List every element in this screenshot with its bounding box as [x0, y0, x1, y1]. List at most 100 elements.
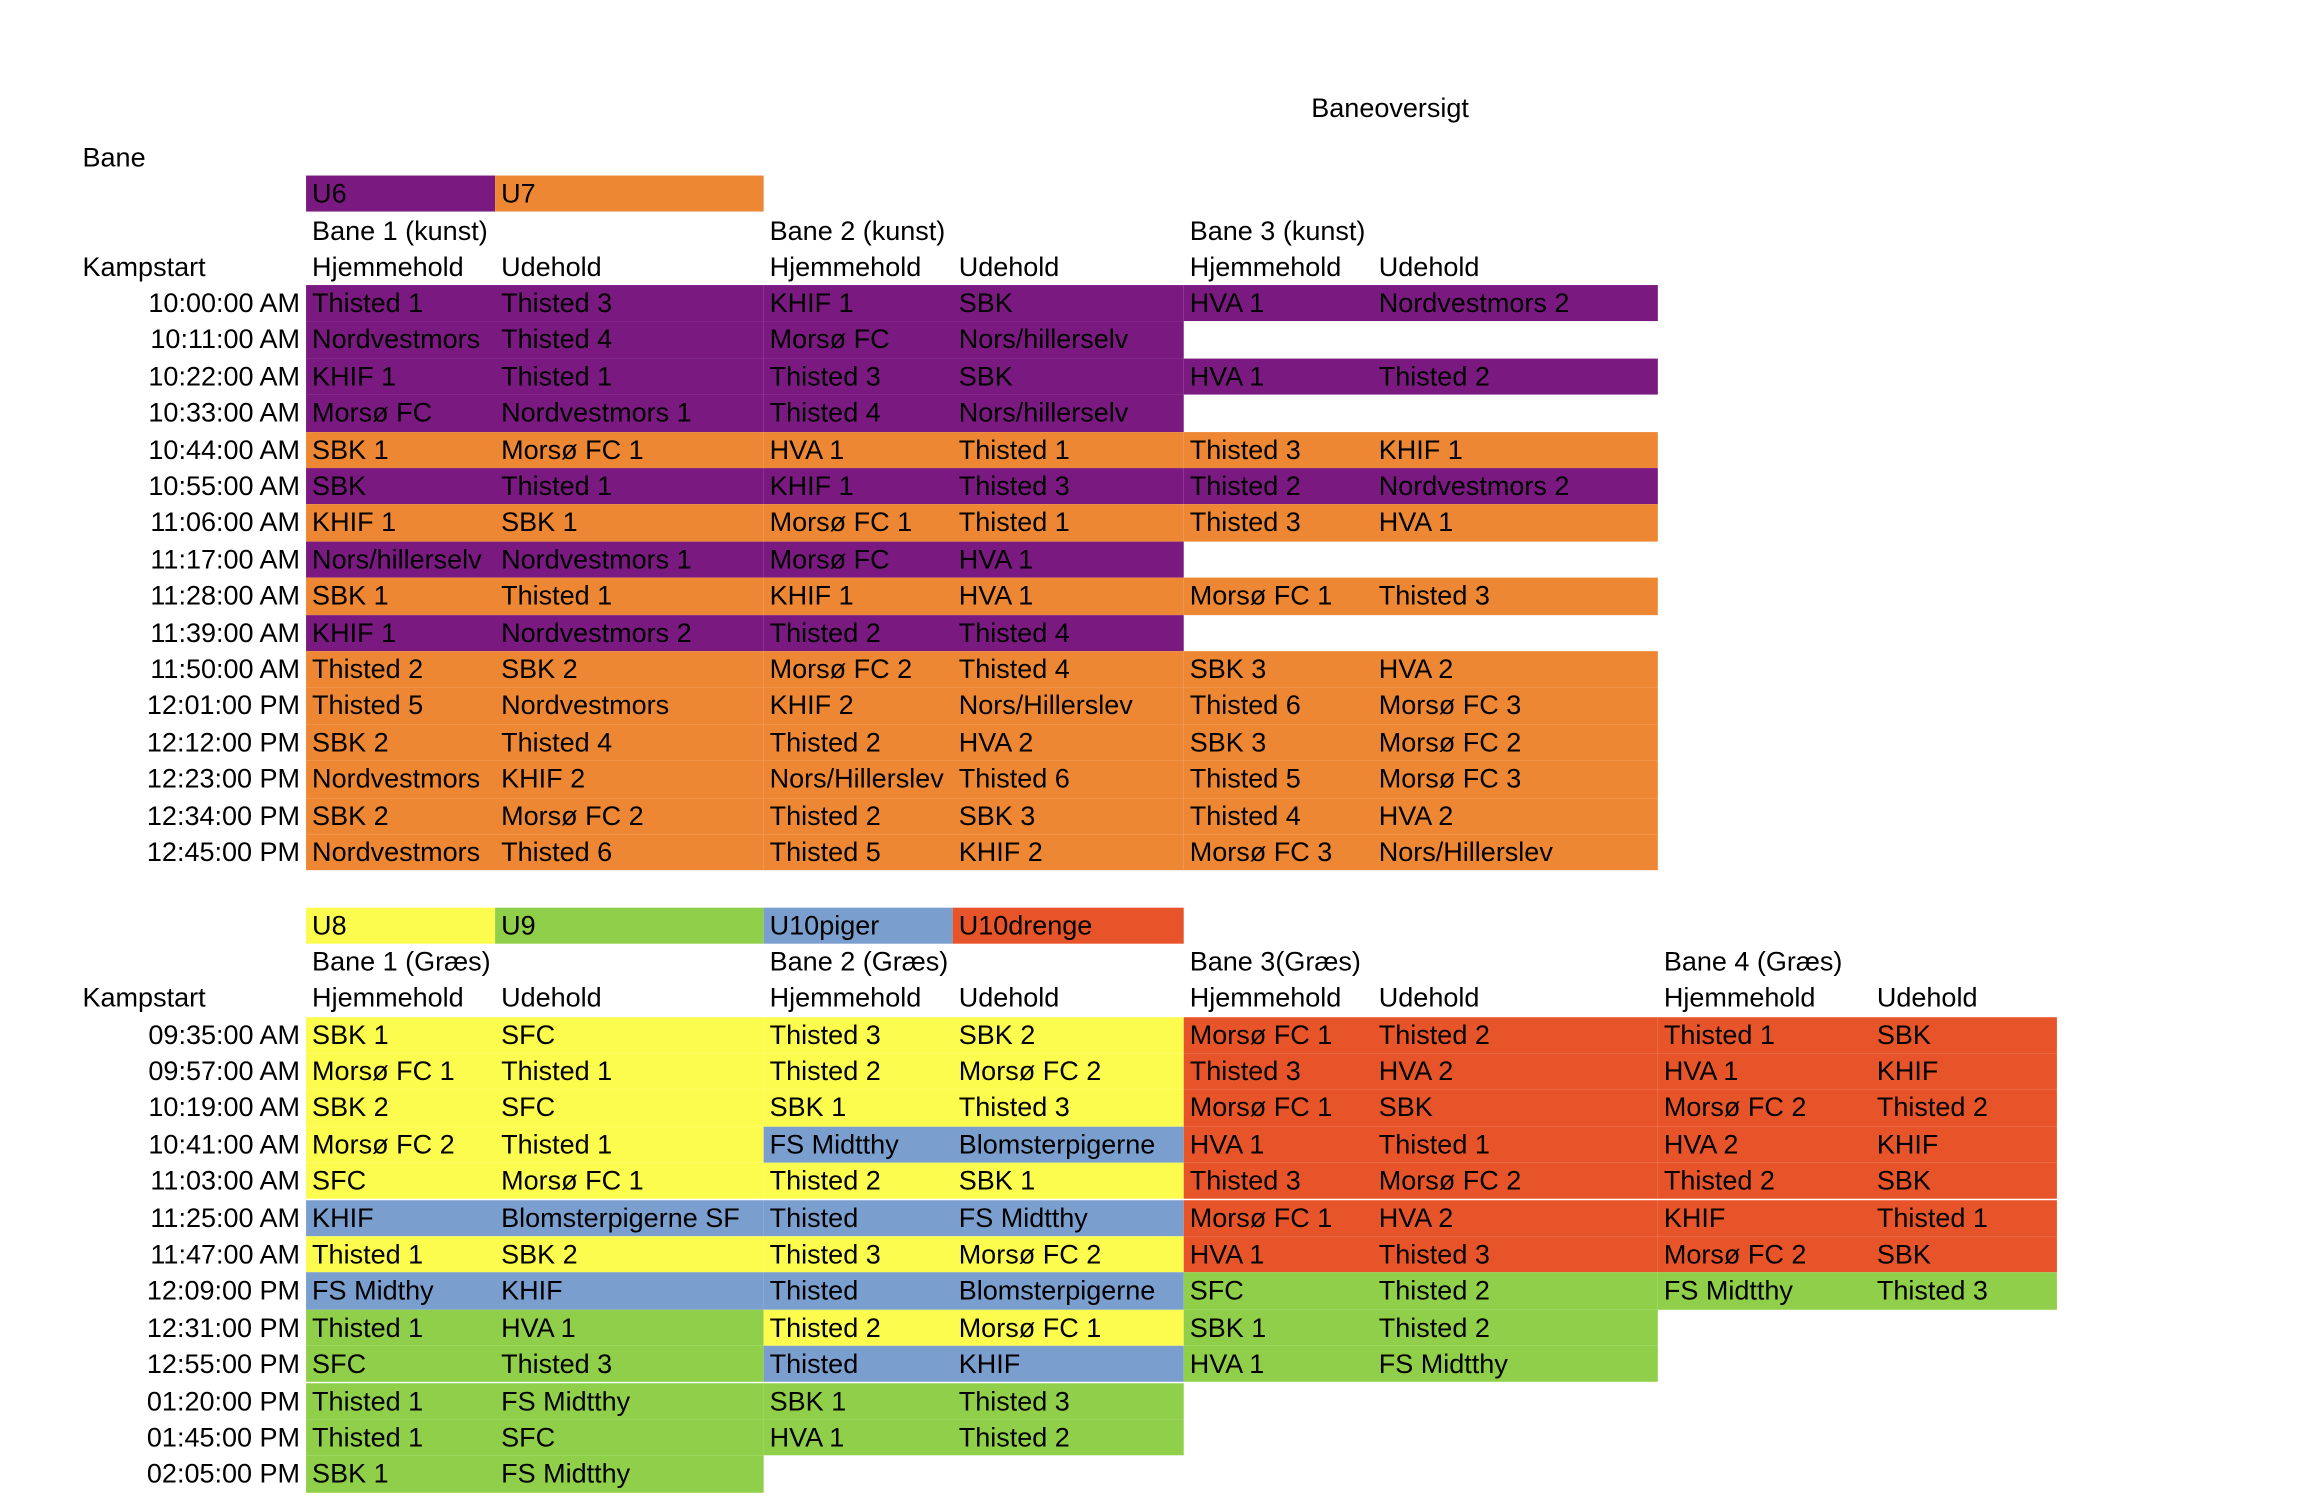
match[interactable]: FS Midthy KHIF — [306, 1272, 764, 1310]
match[interactable]: Thisted 3 HVA 1 — [1183, 504, 1658, 542]
match[interactable]: Nordvestmors KHIF 2 — [306, 760, 764, 798]
match[interactable]: KHIF Blomsterpigerne SF — [306, 1199, 764, 1237]
match[interactable]: HVA 1 Thisted 2 — [1183, 358, 1658, 395]
home-team: Thisted 3 — [1189, 434, 1301, 465]
match[interactable]: Thisted Blomsterpigerne — [763, 1272, 1184, 1310]
match[interactable]: Morsø FC 2 Thisted 4 — [763, 651, 1184, 688]
match[interactable]: Morsø FC Nors/hillerselv — [763, 321, 1184, 359]
match[interactable]: FS Midtthy Thisted 3 — [1657, 1272, 2057, 1310]
match[interactable]: Thisted 3 SBK — [763, 358, 1184, 395]
match[interactable]: SFC Thisted 2 — [1183, 1272, 1658, 1310]
match[interactable]: HVA 1 KHIF — [1657, 1053, 2057, 1090]
match[interactable]: SBK 1 Thisted 1 — [306, 577, 764, 615]
match[interactable]: Thisted 3 HVA 2 — [1183, 1053, 1658, 1090]
match[interactable]: KHIF Thisted 1 — [1657, 1199, 2057, 1237]
match[interactable]: Morsø FC 1 Thisted 3 — [1183, 577, 1658, 615]
match[interactable]: HVA 1 Nordvestmors 2 — [1183, 285, 1658, 322]
match[interactable]: Thisted 5 Nordvestmors — [306, 687, 764, 725]
home-team: Thisted 2 — [769, 1056, 881, 1087]
match[interactable]: KHIF 1 Nordvestmors 2 — [306, 614, 764, 652]
match[interactable]: SBK Thisted 1 — [306, 468, 764, 505]
match[interactable]: Thisted KHIF — [763, 1345, 1184, 1383]
match[interactable]: Thisted 2 SBK 1 — [763, 1162, 1184, 1200]
match[interactable]: SFC Morsø FC 1 — [306, 1162, 764, 1200]
match[interactable]: KHIF 1 Thisted 1 — [306, 358, 764, 395]
match[interactable]: Morsø FC HVA 1 — [763, 541, 1184, 578]
match[interactable]: Thisted 2 Nordvestmors 2 — [1183, 468, 1658, 505]
match[interactable]: Thisted 2 Morsø FC 2 — [763, 1053, 1184, 1090]
match[interactable]: Thisted 2 HVA 2 — [763, 724, 1184, 761]
away-team: KHIF 2 — [958, 837, 1043, 868]
match[interactable]: Thisted 1 SBK — [1657, 1016, 2057, 1054]
kickoff-time: 12:23:00 PM — [146, 763, 301, 794]
match[interactable]: Morsø FC 2 Thisted 1 — [306, 1126, 764, 1163]
match[interactable]: Nors/Hillerslev Thisted 6 — [763, 760, 1184, 798]
match[interactable]: SBK 1 Morsø FC 1 — [306, 431, 764, 469]
match[interactable]: KHIF 1 SBK 1 — [306, 504, 764, 542]
match[interactable]: SBK 3 HVA 2 — [1183, 651, 1658, 688]
match[interactable]: Morsø FC 1 SBK — [1183, 1089, 1658, 1127]
match[interactable]: HVA 1 Thisted 3 — [1183, 1236, 1658, 1273]
match[interactable]: FS Midtthy Blomsterpigerne — [763, 1126, 1184, 1163]
match[interactable]: Morsø FC 1 HVA 2 — [1183, 1199, 1658, 1237]
home-team: Morsø FC 1 — [1189, 1202, 1333, 1233]
match[interactable]: SBK 3 Morsø FC 2 — [1183, 724, 1658, 761]
match[interactable]: HVA 1 Thisted 1 — [1183, 1126, 1658, 1163]
match[interactable]: Thisted 6 Morsø FC 3 — [1183, 687, 1658, 725]
match[interactable]: KHIF 1 HVA 1 — [763, 577, 1184, 615]
match[interactable]: Thisted 1 FS Midtthy — [306, 1382, 764, 1420]
match[interactable]: Nordvestmors Thisted 6 — [306, 834, 764, 871]
match[interactable]: Nordvestmors Thisted 4 — [306, 321, 764, 359]
match[interactable]: HVA 1 FS Midtthy — [1183, 1345, 1658, 1383]
match[interactable]: Morsø FC 1 Thisted 1 — [306, 1053, 764, 1090]
away-team: Blomsterpigerne — [958, 1275, 1156, 1306]
match[interactable]: Thisted 1 HVA 1 — [306, 1309, 764, 1346]
home-team: Thisted 3 — [1189, 1165, 1301, 1196]
match[interactable]: Thisted 3 KHIF 1 — [1183, 431, 1658, 469]
match[interactable]: Morsø FC 2 Thisted 2 — [1657, 1089, 2057, 1127]
match[interactable]: Thisted 1 SFC — [306, 1419, 764, 1456]
match[interactable]: Nors/hillerselv Nordvestmors 1 — [306, 541, 764, 578]
match[interactable]: SBK 1 FS Midtthy — [306, 1455, 764, 1493]
match[interactable]: Morsø FC 3 Nors/Hillerslev — [1183, 834, 1658, 871]
match[interactable]: Thisted 4 HVA 2 — [1183, 797, 1658, 835]
home-team: Thisted 2 — [769, 617, 881, 648]
match[interactable]: Thisted 3 SBK 2 — [763, 1016, 1184, 1054]
match[interactable]: Thisted 2 SBK — [1657, 1162, 2057, 1200]
match[interactable]: SBK 1 Thisted 2 — [1183, 1309, 1658, 1346]
match[interactable]: Thisted 2 SBK 3 — [763, 797, 1184, 835]
home-team: Thisted 6 — [1189, 690, 1301, 721]
match[interactable]: KHIF 1 Thisted 3 — [763, 468, 1184, 505]
match[interactable]: Thisted FS Midtthy — [763, 1199, 1184, 1237]
match[interactable]: SFC Thisted 3 — [306, 1345, 764, 1383]
match[interactable]: Thisted 3 Morsø FC 2 — [1183, 1162, 1658, 1200]
match[interactable]: Morsø FC 2 SBK — [1657, 1236, 2057, 1273]
match[interactable]: Thisted 2 SBK 2 — [306, 651, 764, 688]
match[interactable]: Thisted 1 Thisted 3 — [306, 285, 764, 322]
home-team: Thisted 2 — [769, 727, 881, 758]
match[interactable]: Morsø FC Nordvestmors 1 — [306, 394, 764, 432]
match[interactable]: Thisted 3 Morsø FC 2 — [763, 1236, 1184, 1273]
kampstart-label: Kampstart — [82, 982, 206, 1013]
match[interactable]: Morsø FC 1 Thisted 1 — [763, 504, 1184, 542]
match[interactable]: SBK 1 Thisted 3 — [763, 1382, 1184, 1420]
match[interactable]: KHIF 1 SBK — [763, 285, 1184, 322]
match[interactable]: Thisted 5 KHIF 2 — [763, 834, 1184, 871]
match[interactable]: KHIF 2 Nors/Hillerslev — [763, 687, 1184, 725]
match[interactable]: Thisted 4 Nors/hillerselv — [763, 394, 1184, 432]
match[interactable]: SBK 2 Morsø FC 2 — [306, 797, 764, 835]
away-team: HVA 1 — [1378, 507, 1454, 538]
match[interactable]: HVA 2 KHIF — [1657, 1126, 2057, 1163]
away-team: KHIF — [501, 1275, 563, 1306]
match[interactable]: Thisted 2 Morsø FC 1 — [763, 1309, 1184, 1346]
match[interactable]: HVA 1 Thisted 2 — [763, 1419, 1184, 1456]
match[interactable]: SBK 1 Thisted 3 — [763, 1089, 1184, 1127]
match[interactable]: Thisted 5 Morsø FC 3 — [1183, 760, 1658, 798]
match[interactable]: HVA 1 Thisted 1 — [763, 431, 1184, 469]
match[interactable]: Thisted 2 Thisted 4 — [763, 614, 1184, 652]
match[interactable]: Thisted 1 SBK 2 — [306, 1236, 764, 1273]
match[interactable]: Morsø FC 1 Thisted 2 — [1183, 1016, 1658, 1054]
match[interactable]: SBK 1 SFC — [306, 1016, 764, 1054]
match[interactable]: SBK 2 Thisted 4 — [306, 724, 764, 761]
match[interactable]: SBK 2 SFC — [306, 1089, 764, 1127]
